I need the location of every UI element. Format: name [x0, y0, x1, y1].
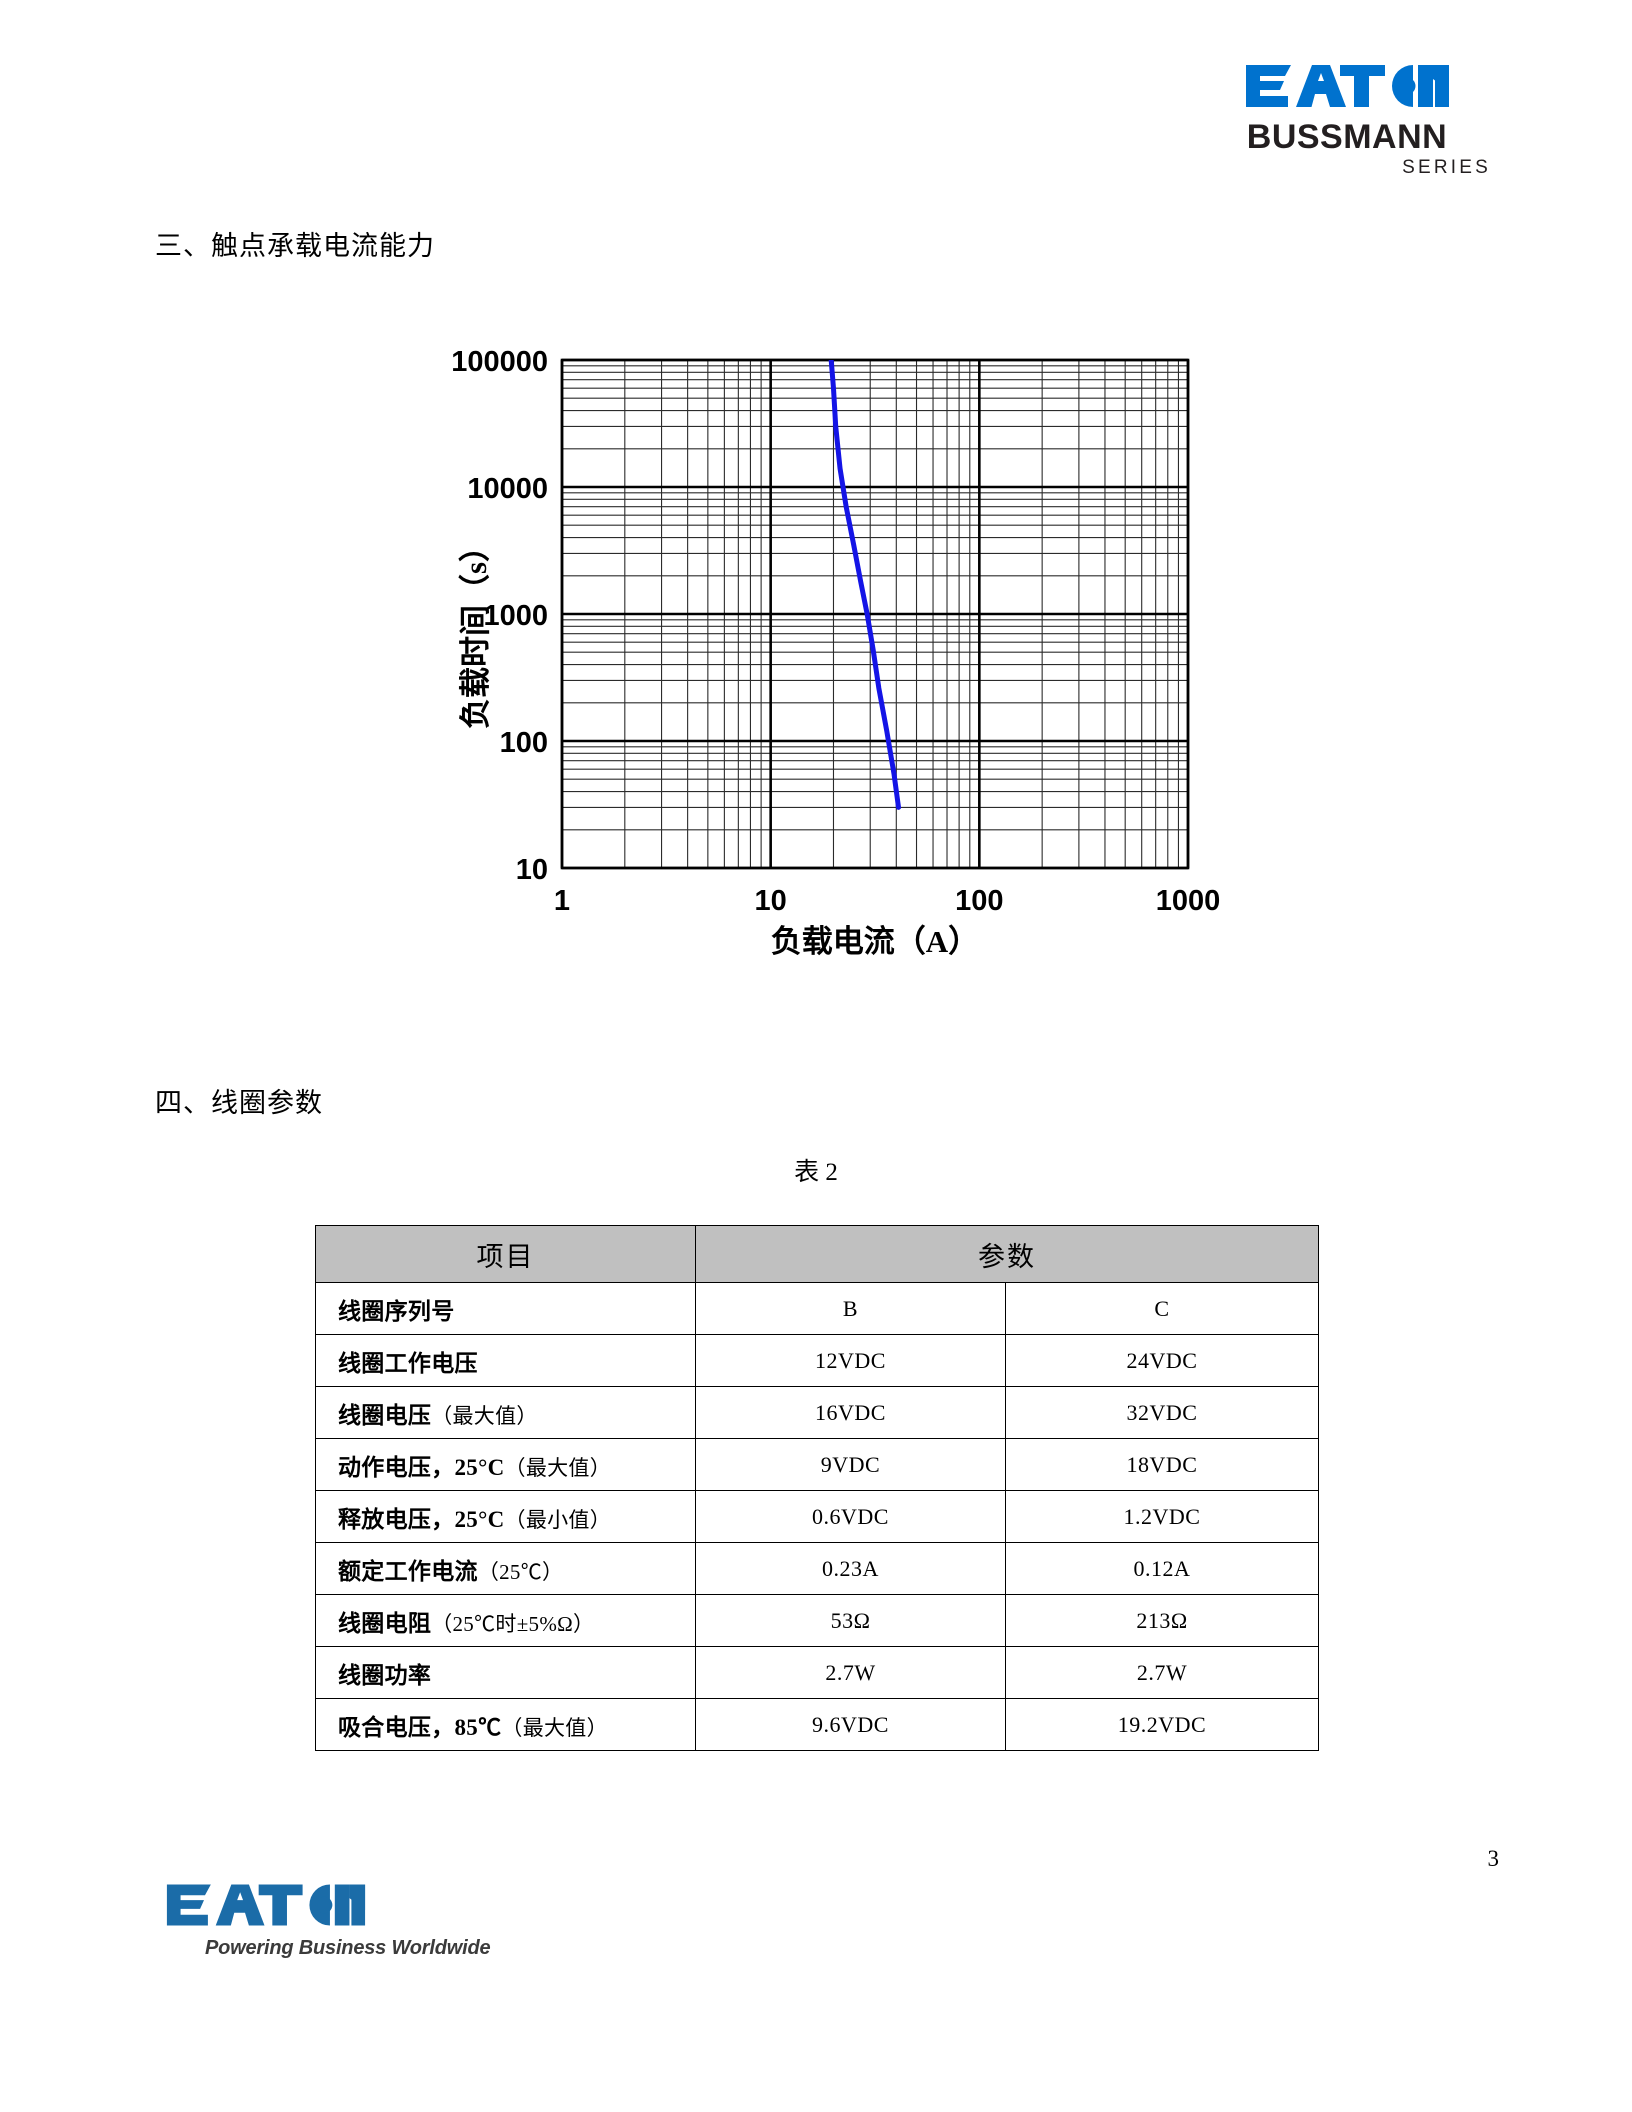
- table-cell-value-b: 9.6VDC: [695, 1698, 1006, 1751]
- table-cell-value-b: 16VDC: [695, 1386, 1006, 1439]
- chart-x-tick-label: 1000: [1156, 885, 1220, 917]
- table-cell-item: 吸合电压，85℃（最大值）: [315, 1698, 696, 1751]
- table-cell-value-c: 213Ω: [1005, 1594, 1319, 1647]
- table-cell-value-b: 0.6VDC: [695, 1490, 1006, 1543]
- chart-x-tick-label: 10: [755, 885, 787, 917]
- bussmann-wordmark: BUSSMANN: [1246, 118, 1448, 156]
- table-header-item: 项目: [315, 1225, 696, 1283]
- chart-x-tick-labels: 1 10 100 1000: [554, 885, 1220, 917]
- table-cell-value-b: 9VDC: [695, 1438, 1006, 1491]
- chart-plot-frame: [560, 358, 1190, 870]
- table-row: 线圈功率 2.7W 2.7W: [315, 1646, 1319, 1699]
- eaton-logo-icon: [1246, 65, 1449, 107]
- table-cell-value-b: 2.7W: [695, 1646, 1006, 1699]
- chart-series-line: [828, 360, 902, 810]
- table-cell-item-note: （最大值）: [431, 1403, 538, 1428]
- table-cell-value-c: 1.2VDC: [1005, 1490, 1319, 1543]
- chart-y-tick-label: 100: [500, 727, 548, 759]
- table-cell-item-note: （最小值）: [504, 1507, 612, 1532]
- eaton-logo-footer-icon: [166, 1884, 366, 1926]
- table-cell-item-note: （最大值）: [501, 1715, 608, 1740]
- table-cell-item-main: 额定工作电流: [338, 1558, 478, 1584]
- table-row: 线圈电阻（25℃时±5%Ω） 53Ω 213Ω: [315, 1594, 1319, 1647]
- table-cell-value-c: 0.12A: [1005, 1542, 1319, 1595]
- table-cell-item: 线圈电压（最大值）: [315, 1386, 696, 1439]
- table-cell-item-note: （25℃时±5%Ω）: [431, 1611, 595, 1636]
- contact-current-chart: 10 100 1000 10000 100000 1 10 100 1000 负载电流（A） …: [0, 330, 1632, 970]
- table-cell-value-b: 53Ω: [695, 1594, 1006, 1647]
- table-row: 动作电压，25°C（最大值） 9VDC 18VDC: [315, 1438, 1319, 1491]
- table-cell-item: 动作电压，25°C（最大值）: [315, 1438, 696, 1491]
- chart-x-tick-label: 1: [554, 885, 570, 917]
- table-cell-item-main: 线圈电压: [338, 1402, 432, 1428]
- table-row: 额定工作电流（25℃） 0.23A 0.12A: [315, 1542, 1319, 1595]
- table-cell-item-note: （最大值）: [504, 1455, 612, 1480]
- table-cell-value-c: 24VDC: [1005, 1334, 1319, 1387]
- table-cell-item: 线圈功率: [315, 1646, 696, 1699]
- section-heading-contact-current: 三、触点承载电流能力: [155, 231, 435, 261]
- chart-y-tick-label: 1000: [483, 600, 548, 632]
- footer-tagline: Powering Business Worldwide: [205, 1937, 491, 1959]
- table-cell-value-c: 19.2VDC: [1005, 1698, 1319, 1751]
- footer-brand-block: Powering Business Worldwide: [163, 1880, 493, 1960]
- table-cell-item-main: 动作电压，25°C: [338, 1454, 505, 1480]
- table-cell-value-c: 32VDC: [1005, 1386, 1319, 1439]
- table-cell-item: 线圈工作电压: [315, 1334, 696, 1387]
- table-cell-value-c: 18VDC: [1005, 1438, 1319, 1491]
- table-cell-value-b: 0.23A: [695, 1542, 1006, 1595]
- table-row: 线圈工作电压 12VDC 24VDC: [315, 1334, 1319, 1387]
- table-cell-value-b: B: [695, 1282, 1006, 1335]
- table-cell-item-main: 吸合电压，85℃: [338, 1714, 502, 1740]
- chart-y-tick-label: 10000: [467, 473, 548, 505]
- header-brand-block: BUSSMANN SERIES: [1197, 60, 1497, 179]
- series-wordmark: SERIES: [1402, 156, 1491, 178]
- chart-x-axis-title: 负载电流（A）: [771, 924, 979, 959]
- table-header-row: 项目 参数: [315, 1225, 1319, 1283]
- chart-y-axis-title: 负载时间（s）: [458, 531, 493, 729]
- chart-y-tick-labels: 10 100 1000 10000 100000: [451, 346, 548, 886]
- table-cell-item-main: 线圈电阻: [338, 1610, 432, 1636]
- table-row: 释放电压，25°C（最小值） 0.6VDC 1.2VDC: [315, 1490, 1319, 1543]
- table-cell-item-main: 释放电压，25°C: [338, 1506, 505, 1532]
- table-cell-value-c: C: [1005, 1282, 1319, 1335]
- chart-x-tick-label: 100: [955, 885, 1003, 917]
- table-cell-item-note: （25℃）: [477, 1559, 564, 1584]
- table-row: 吸合电压，85℃（最大值） 9.6VDC 19.2VDC: [315, 1698, 1319, 1751]
- section-heading-coil-parameters: 四、线圈参数: [155, 1088, 323, 1118]
- chart-y-tick-label: 10: [516, 854, 548, 886]
- table-cell-item: 线圈序列号: [315, 1282, 696, 1335]
- page-number: 3: [1487, 1846, 1500, 1871]
- table-cell-value-c: 2.7W: [1005, 1646, 1319, 1699]
- table-cell-item: 释放电压，25°C（最小值）: [315, 1490, 696, 1543]
- table-caption: 表 2: [794, 1159, 838, 1186]
- table-header-parameter: 参数: [695, 1225, 1319, 1283]
- chart-y-tick-label: 100000: [451, 346, 548, 378]
- table-cell-value-b: 12VDC: [695, 1334, 1006, 1387]
- table-row: 线圈电压（最大值） 16VDC 32VDC: [315, 1386, 1319, 1439]
- table-row: 线圈序列号 B C: [315, 1282, 1319, 1335]
- table-cell-item: 额定工作电流（25℃）: [315, 1542, 696, 1595]
- table-cell-item: 线圈电阻（25℃时±5%Ω）: [315, 1594, 696, 1647]
- coil-parameter-table: 项目 参数 线圈序列号 B C 线圈工作电压 12VDC 24VDC 线圈电压（最大值） 16…: [315, 1225, 1319, 1751]
